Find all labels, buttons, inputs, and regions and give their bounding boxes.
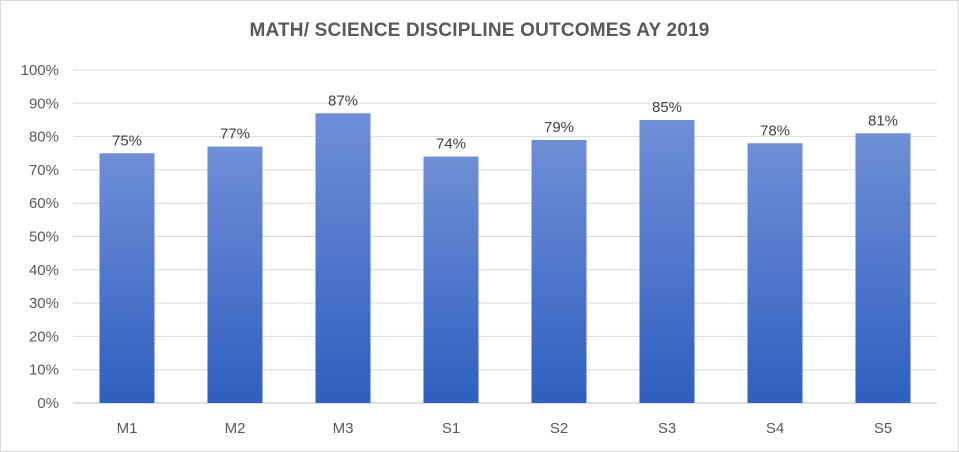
bar-s4 xyxy=(747,143,803,403)
data-label: 81% xyxy=(868,112,898,129)
bar-m2 xyxy=(207,146,263,403)
y-tick-label: 40% xyxy=(29,262,59,279)
data-label: 79% xyxy=(544,119,574,136)
x-tick-label: S5 xyxy=(874,420,892,437)
bar-s2 xyxy=(531,139,587,403)
bar-s1 xyxy=(423,156,479,403)
data-label: 74% xyxy=(436,136,466,153)
data-label: 75% xyxy=(112,132,142,149)
data-label: 85% xyxy=(652,99,682,116)
y-tick-label: 0% xyxy=(37,395,59,412)
data-labels: 75% 77% 87% 74% 79% 85% 78% 81% xyxy=(112,92,898,152)
y-tick-label: 90% xyxy=(29,95,59,112)
gridlines xyxy=(73,69,937,404)
bar-m3 xyxy=(315,113,371,403)
y-tick-label: 30% xyxy=(29,295,59,312)
bar-m1 xyxy=(99,153,155,403)
chart-title: MATH/ SCIENCE DISCIPLINE OUTCOMES AY 201… xyxy=(249,20,710,41)
x-axis-ticks: M1 M2 M3 S1 S2 S3 S4 S5 xyxy=(117,420,893,437)
bars xyxy=(99,113,911,403)
data-label: 87% xyxy=(328,92,358,109)
x-tick-label: S2 xyxy=(550,420,568,437)
y-tick-label: 50% xyxy=(29,229,59,246)
y-tick-label: 80% xyxy=(29,129,59,146)
x-tick-label: M3 xyxy=(333,420,354,437)
bar-s3 xyxy=(639,119,695,403)
y-axis-ticks: 0% 10% 20% 30% 40% 50% 60% 70% 80% 90% 100% xyxy=(21,62,59,412)
y-tick-label: 20% xyxy=(29,328,59,345)
y-tick-label: 10% xyxy=(29,362,59,379)
x-tick-label: S1 xyxy=(442,420,460,437)
y-tick-label: 60% xyxy=(29,195,59,212)
y-tick-label: 100% xyxy=(21,62,59,79)
x-tick-label: S3 xyxy=(658,420,676,437)
y-tick-label: 70% xyxy=(29,162,59,179)
x-tick-label: M2 xyxy=(225,420,246,437)
data-label: 78% xyxy=(760,122,790,139)
bar-s5 xyxy=(855,133,911,403)
x-tick-label: S4 xyxy=(766,420,784,437)
x-tick-label: M1 xyxy=(117,420,138,437)
data-label: 77% xyxy=(220,126,250,143)
